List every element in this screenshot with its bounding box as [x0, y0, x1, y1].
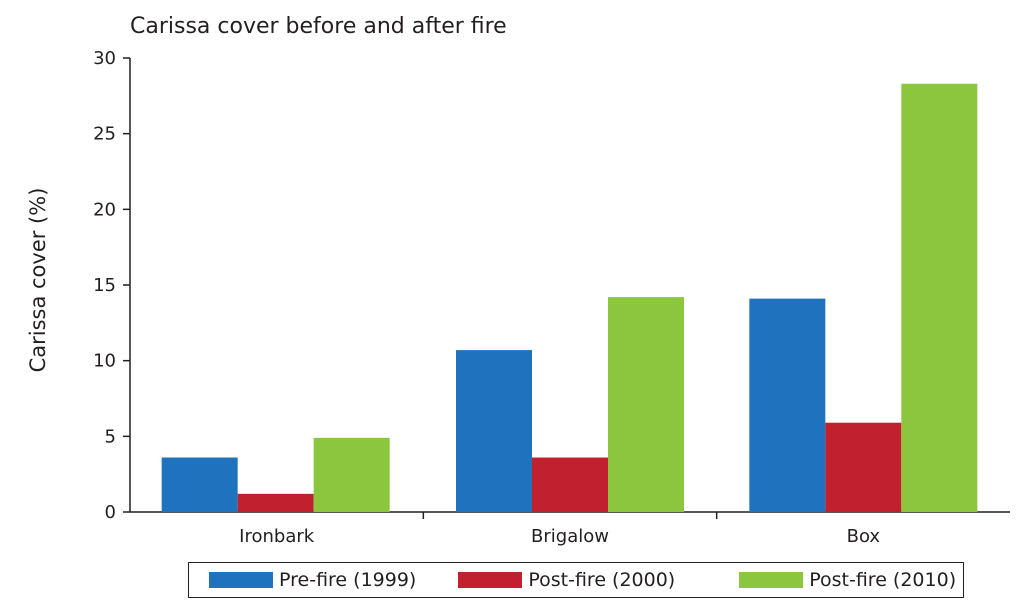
bar [825, 422, 902, 512]
legend-item-post-fire-2010: Post-fire (2010) [739, 569, 956, 591]
x-tick-label: Box [847, 526, 881, 547]
legend-item-post-fire-2000: Post-fire (2000) [458, 569, 675, 591]
legend-swatch-pre-fire [209, 572, 273, 588]
x-tick-label: Brigalow [531, 526, 609, 547]
bar [237, 493, 314, 512]
legend-swatch-post-fire-2010 [739, 572, 804, 588]
chart-title: Carissa cover before and after fire [130, 14, 507, 39]
legend-item-pre-fire-1999: Pre-fire (1999) [209, 569, 416, 591]
bar [313, 437, 390, 512]
legend-label: Post-fire (2000) [528, 569, 676, 591]
y-tick-label: 20 [93, 199, 116, 220]
y-tick-label: 0 [105, 502, 116, 523]
legend-label: Pre-fire (1999) [279, 569, 417, 591]
bar-chart: 0 5 10 15 20 25 30 Ironbark Brigalow Box [93, 48, 1010, 547]
bar [901, 83, 978, 512]
bar [456, 350, 532, 512]
bar [608, 297, 684, 512]
bar [749, 298, 826, 512]
bar [161, 457, 238, 512]
y-tick-label: 10 [93, 351, 116, 372]
legend-label: Post-fire (2010) [809, 569, 957, 591]
y-tick-label: 15 [93, 275, 116, 296]
legend-swatch-post-fire-2000 [458, 572, 523, 588]
x-tick-label: Ironbark [239, 526, 315, 547]
y-tick-label: 25 [93, 124, 116, 145]
bar [532, 457, 608, 512]
chart-legend: Pre-fire (1999) Post-fire (2000) Post-fi… [188, 562, 964, 598]
y-tick-label: 5 [105, 426, 116, 447]
y-tick-label: 30 [93, 48, 116, 69]
